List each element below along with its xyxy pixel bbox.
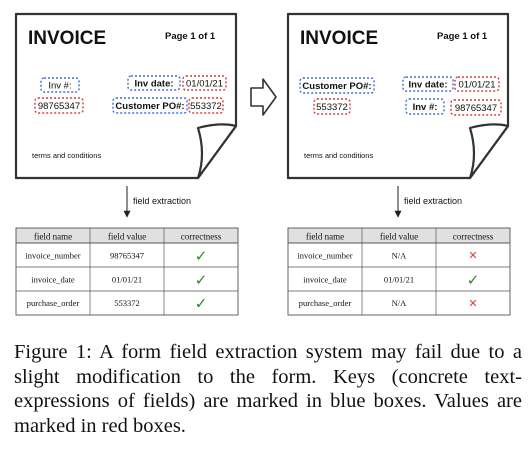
left-inv-value: 98765347 — [38, 101, 80, 112]
right-row1-value: N/A — [392, 251, 408, 261]
right-row2-value: 01/01/21 — [384, 275, 414, 285]
right-table-border — [287, 227, 511, 316]
left-date-key: Inv date: — [134, 79, 173, 90]
right-inv-value: 98765347 — [455, 103, 497, 114]
right-inv-key: Inv #: — [413, 102, 438, 113]
left-inv-key-box — [40, 77, 80, 93]
left-po-value-box — [188, 97, 224, 114]
right-date-key-box — [402, 76, 454, 92]
right-row3-name: purchase_order — [299, 298, 352, 308]
left-table-header-correctness: correctness — [181, 232, 222, 242]
check-icon: ✓ — [467, 272, 480, 289]
right-date-value-box — [454, 76, 500, 92]
right-extraction-label: field extraction — [404, 196, 462, 206]
left-date-value: 01/01/21 — [186, 79, 223, 90]
right-terms-text: terms and conditions — [304, 151, 373, 160]
cross-icon: ✕ — [468, 298, 477, 310]
right-po-value: 553372 — [316, 102, 348, 113]
right-date-value: 01/01/21 — [459, 80, 496, 91]
left-form-page-curl — [196, 123, 238, 180]
figure-caption: Figure 1: A form field extraction system… — [14, 341, 522, 437]
right-row1-name: invoice_number — [297, 251, 352, 261]
left-form-page-number: Page 1 of 1 — [165, 31, 216, 42]
cross-icon: ✕ — [468, 250, 477, 262]
left-table-border — [15, 227, 239, 316]
left-po-key-box — [112, 97, 188, 114]
left-inv-key: Inv #: — [48, 81, 71, 92]
right-form-title: INVOICE — [300, 28, 378, 49]
right-form-page-number: Page 1 of 1 — [437, 31, 488, 42]
left-form-title: INVOICE — [28, 28, 106, 49]
left-extraction-label: field extraction — [133, 196, 191, 206]
right-date-key: Inv date: — [408, 80, 447, 91]
right-inv-key-box — [405, 98, 445, 115]
figure-diagram: INVOICE Page 1 of 1 Inv #: 98765347 Inv … — [14, 12, 511, 316]
right-results-table: field name field value correctness invoi… — [287, 227, 511, 316]
right-row2-name: invoice_date — [303, 275, 347, 285]
check-icon: ✓ — [195, 272, 208, 289]
right-row3-value: N/A — [392, 298, 408, 308]
left-row1-value: 98765347 — [110, 251, 144, 261]
left-row2-name: invoice_date — [31, 275, 75, 285]
right-arrow-icon — [250, 78, 277, 116]
left-po-value: 553372 — [190, 101, 222, 112]
left-date-key-box — [127, 75, 181, 91]
left-date-value-box — [182, 75, 227, 91]
left-terms-text: terms and conditions — [32, 151, 101, 160]
right-table-header-name: field name — [306, 232, 344, 242]
left-table-header-value: field value — [108, 232, 146, 242]
left-table-header-name: field name — [34, 232, 72, 242]
right-table-header-bg — [288, 228, 510, 243]
right-inv-value-box — [450, 99, 502, 116]
left-po-key: Customer PO#: — [115, 101, 184, 112]
left-table-header-bg — [16, 228, 238, 243]
left-row2-value: 01/01/21 — [112, 275, 142, 285]
left-row1-name: invoice_number — [25, 251, 80, 261]
right-form-page-curl — [468, 123, 510, 180]
left-row3-value: 553372 — [114, 298, 140, 308]
left-results-table: field name field value correctness invoi… — [15, 227, 239, 316]
right-table-header-correctness: correctness — [453, 232, 494, 242]
right-table-header-value: field value — [380, 232, 418, 242]
right-po-key: Customer PO#: — [302, 81, 371, 92]
left-row3-name: purchase_order — [27, 298, 80, 308]
left-invoice-form: INVOICE Page 1 of 1 Inv #: 98765347 Inv … — [14, 12, 238, 180]
check-icon: ✓ — [195, 248, 208, 265]
left-inv-value-box — [34, 97, 84, 114]
right-po-key-box — [299, 77, 375, 94]
check-icon: ✓ — [195, 296, 208, 313]
right-invoice-form: INVOICE Page 1 of 1 Customer PO#: 553372… — [286, 12, 510, 180]
